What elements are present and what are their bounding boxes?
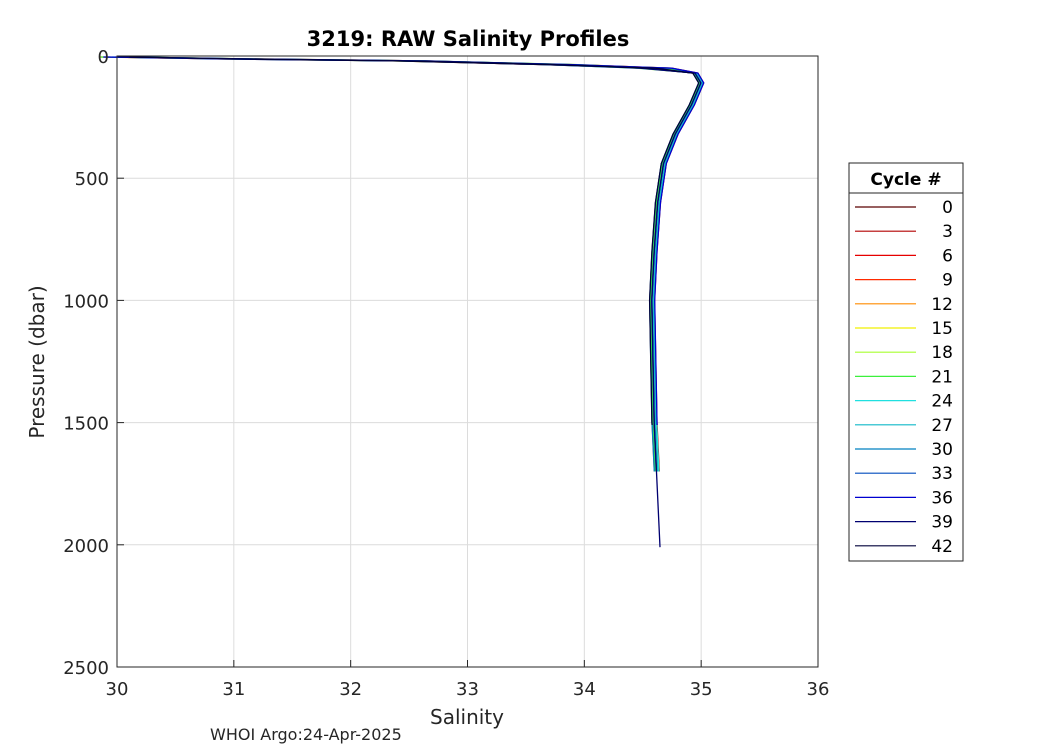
legend-title: Cycle # <box>870 170 941 190</box>
series-line-cycle-6 <box>114 56 702 472</box>
legend-label-cycle-24: 24 <box>931 392 953 412</box>
y-tick-label: 2000 <box>63 536 109 557</box>
x-tick-label: 31 <box>222 679 245 700</box>
y-axis-label: Pressure (dbar) <box>25 285 49 438</box>
footer-credit: WHOI Argo:24-Apr-2025 <box>210 725 402 744</box>
legend-label-cycle-0: 0 <box>942 198 953 218</box>
series-line-cycle-3 <box>105 56 705 472</box>
series-lines <box>99 56 705 548</box>
series-line-cycle-12 <box>99 56 704 472</box>
x-tick-label: 30 <box>106 679 129 700</box>
series-line-cycle-30 <box>107 56 700 472</box>
series-line-cycle-15 <box>125 56 704 472</box>
y-tick-label: 1000 <box>63 291 109 312</box>
legend-label-cycle-33: 33 <box>931 464 953 484</box>
series-line-cycle-18 <box>122 56 701 472</box>
chart-title: 3219: RAW Salinity Profiles <box>307 27 630 51</box>
series-line-cycle-33 <box>134 56 702 472</box>
legend-label-cycle-30: 30 <box>931 440 953 460</box>
x-tick-label: 34 <box>573 679 596 700</box>
x-tick-label: 35 <box>690 679 713 700</box>
legend-box <box>848 162 964 562</box>
x-axis-label: Salinity <box>430 705 504 729</box>
legend-label-cycle-36: 36 <box>931 488 953 508</box>
series-line-cycle-36 <box>103 56 705 426</box>
legend-label-cycle-3: 3 <box>942 222 953 242</box>
legend-label-cycle-15: 15 <box>931 319 953 339</box>
axis-ticks: 30 31 32 33 34 35 36 0 500 1000 1500 2000 2500 <box>63 47 829 700</box>
x-tick-label: 32 <box>339 679 362 700</box>
series-line-cycle-39 <box>117 56 702 548</box>
legend-label-cycle-21: 21 <box>931 367 953 387</box>
y-tick-label: 2500 <box>63 658 109 679</box>
legend-label-cycle-39: 39 <box>931 513 953 533</box>
legend-label-cycle-12: 12 <box>931 295 953 315</box>
x-tick-label: 36 <box>807 679 830 700</box>
series-line-cycle-27 <box>112 56 703 472</box>
legend-label-cycle-18: 18 <box>931 343 953 363</box>
legend-label-cycle-6: 6 <box>942 246 953 266</box>
series-line-cycle-9 <box>131 56 700 472</box>
x-tick-label: 33 <box>456 679 479 700</box>
legend-label-cycle-9: 9 <box>942 271 953 291</box>
legend-label-cycle-27: 27 <box>931 416 953 436</box>
y-tick-label: 0 <box>98 47 109 68</box>
series-line-cycle-0 <box>134 56 702 472</box>
series-line-cycle-21 <box>100 56 701 472</box>
series-line-cycle-24 <box>132 56 705 472</box>
grid-lines <box>116 55 819 668</box>
y-tick-label: 1500 <box>63 414 109 435</box>
y-tick-label: 500 <box>75 169 109 190</box>
series-line-cycle-42 <box>129 56 700 426</box>
legend-label-cycle-42: 42 <box>931 537 953 557</box>
